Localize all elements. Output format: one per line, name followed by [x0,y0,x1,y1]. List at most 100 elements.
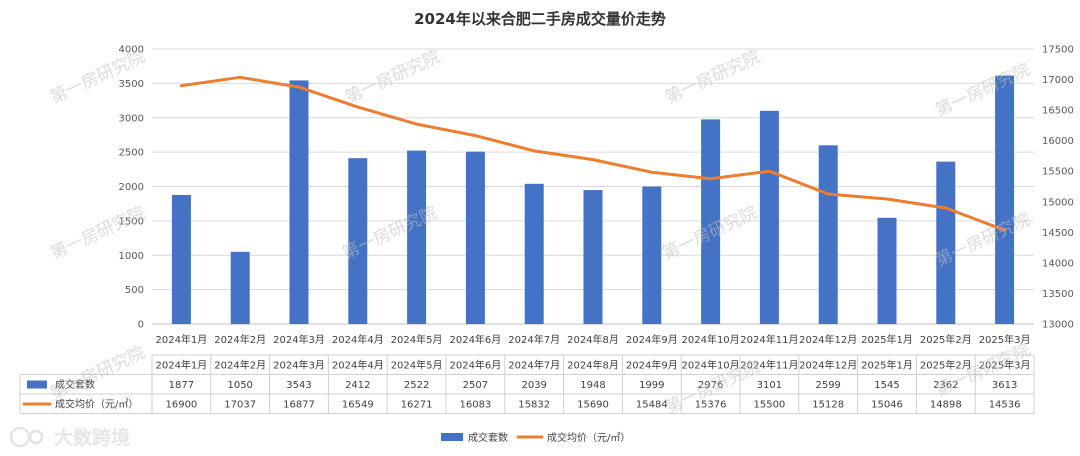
table-header-cell: 2024年6月 [449,359,501,372]
table-series-name: 成交均价（元/㎡） [55,398,138,411]
watermark-text: 第一房研究院 [47,343,148,404]
table-cell: 2362 [933,380,958,391]
y-left-tick-label: 3500 [119,79,144,90]
table-cell: 15832 [518,400,550,411]
table-cell: 3613 [992,380,1017,391]
table-cell: 16271 [401,400,433,411]
bar-series [171,75,1015,325]
category-label: 2025年2月 [920,333,972,346]
category-label: 2024年5月 [391,333,443,346]
y-right-tick-label: 16000 [1042,136,1074,147]
y-right-tick-label: 17000 [1042,75,1074,86]
bar [818,145,838,324]
bar [407,150,427,324]
legend-bar-key [441,433,463,441]
y-right-tick-label: 13000 [1042,320,1074,331]
category-label: 2024年9月 [626,333,678,346]
category-label: 2024年12月 [799,333,857,346]
bar [995,75,1015,324]
table-cell: 1050 [227,380,252,391]
bar [642,186,662,324]
table-cell: 14898 [930,400,962,411]
table-cell: 15690 [577,400,609,411]
category-label: 2024年7月 [508,333,560,346]
table-header-cell: 2024年3月 [273,359,325,372]
y-left-tick-label: 4000 [119,45,144,56]
legend-bar-label: 成交套数 [468,431,508,444]
y-axis-right: 13000 13500 14000 14500 15000 15500 16000 16500… [1042,45,1074,331]
table-cell: 2412 [345,380,370,391]
brand-logo: 大数跨境 [9,426,130,449]
table-cell: 15500 [753,400,785,411]
category-label: 2024年3月 [273,333,325,346]
brand-name: 大数跨境 [54,426,130,449]
table-cell: 17037 [224,400,256,411]
table-header-cell: 2024年5月 [391,359,443,372]
y-right-tick-label: 17500 [1042,45,1074,56]
table-cell: 2976 [698,380,723,391]
table-cell: 1948 [580,380,605,391]
table-header-cell: 2024年1月 [155,359,207,372]
y-right-tick-label: 14500 [1042,228,1074,239]
bar [171,194,191,324]
y-right-tick-label: 13500 [1042,289,1074,300]
table-cell: 16900 [165,400,197,411]
bar [701,119,721,325]
table-cell: 3101 [757,380,782,391]
y-left-tick-label: 500 [125,285,144,296]
watermark-text: 第一房研究院 [662,47,763,108]
table-cell: 1877 [169,380,194,391]
table-cell: 3543 [286,380,311,391]
table-header-cell: 2024年9月 [626,359,678,372]
table-header-cell: 2025年3月 [979,359,1031,372]
x-axis-categories: 2024年1月 2024年2月 2024年3月 2024年4月 2024年5月 2024年… [155,333,1030,346]
y-axis-left: 0 500 1000 1500 2000 2500 3000 3500 4000 [119,45,144,331]
table-cell: 16877 [283,400,315,411]
category-label: 2024年6月 [449,333,501,346]
bar [289,80,309,324]
table-cell: 15128 [812,400,844,411]
table-header-cell: 2024年2月 [214,359,266,372]
table-header-cell: 2024年4月 [332,359,384,372]
table-header-cell: 2024年8月 [567,359,619,372]
category-label: 2024年2月 [214,333,266,346]
brand-logo-icon [28,429,44,445]
y-right-tick-label: 14000 [1042,258,1074,269]
brand-logo-icon [9,426,31,448]
table-cell: 16083 [459,400,491,411]
table-cell: 1545 [874,380,899,391]
bar [759,110,779,325]
watermark-text: 第一房研究院 [932,60,1033,121]
table-series-name: 成交套数 [55,378,95,391]
category-label: 2025年1月 [861,333,913,346]
table-header-cell: 2024年7月 [508,359,560,372]
table-cell: 15376 [695,400,727,411]
y-left-tick-label: 1500 [119,216,144,227]
table-cell: 2507 [463,380,488,391]
table-header-cell: 2024年12月 [799,359,857,372]
table-header-cell: 2025年2月 [920,359,972,372]
y-left-tick-label: 2500 [119,148,144,159]
y-left-tick-label: 0 [138,320,144,331]
table-legend-bar-key [27,380,47,389]
table-cell: 16549 [342,400,374,411]
category-label: 2024年1月 [155,333,207,346]
table-header-cell: 2024年11月 [740,359,798,372]
data-table: 2024年1月 2024年2月 2024年3月 2024年4月 2024年5月 2024年… [19,354,1035,414]
category-label: 2024年11月 [740,333,798,346]
category-label: 2024年8月 [567,333,619,346]
bar [936,161,956,324]
y-left-tick-label: 3000 [119,113,144,124]
y-left-tick-label: 1000 [119,251,144,262]
category-label: 2024年10月 [682,333,740,346]
table-cell: 2522 [404,380,429,391]
bar [877,217,897,324]
y-right-tick-label: 15500 [1042,167,1074,178]
bar [230,251,250,324]
y-right-tick-label: 16500 [1042,106,1074,117]
table-header-cell: 2024年10月 [682,359,740,372]
line-series [179,75,1007,232]
table-cell: 15484 [636,400,668,411]
table-cell: 15046 [871,400,903,411]
